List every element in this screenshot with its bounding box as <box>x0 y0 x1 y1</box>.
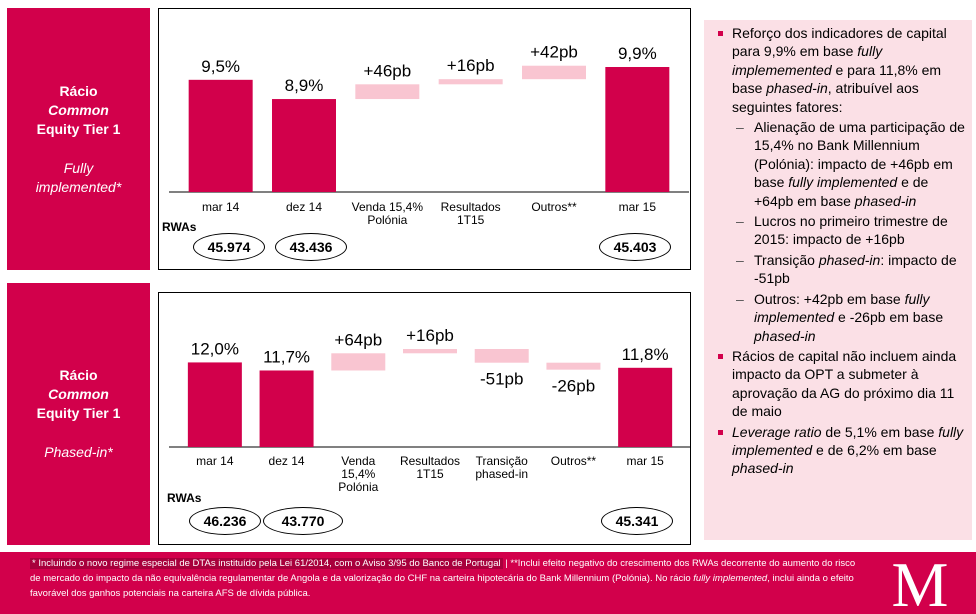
category-label-5: mar 15 <box>619 200 657 214</box>
bottom-sub-line1: Phased-in* <box>44 444 113 460</box>
top-label-line2: Common <box>48 101 109 118</box>
bar-4 <box>522 65 586 80</box>
bottom-chart-box: 12,0% mar 14 11,7% dez 14 +64pb Venda 15,4% Pol… <box>158 292 691 545</box>
bar-5 <box>546 362 601 370</box>
bar-1 <box>272 99 336 192</box>
bottom-label-line1: Rácio <box>59 367 98 383</box>
bullet-6: Leverage ratio de 5,1% em base fully imp… <box>710 423 968 478</box>
category-label-3-0: Resultados <box>441 200 501 214</box>
top-chart-box: 9,5% mar 14 8,9% dez 14 +46pb Venda 15,4% Poló… <box>158 8 691 270</box>
footnote-part1: * Incluindo o novo regime especial de DT… <box>30 558 503 569</box>
category-label-1: dez 14 <box>269 454 305 468</box>
category-label-0: mar 14 <box>202 200 240 214</box>
bar-6 <box>618 367 673 447</box>
data-label-0: 12,0% <box>191 339 239 358</box>
bullet-3: Transição phased-in: impacto de -51pb <box>710 251 968 288</box>
data-label-4: +42pb <box>530 43 578 62</box>
bullet-0: Reforço dos indicadores de capital para … <box>710 24 968 116</box>
bottom-side-label: Rácio Common Equity Tier 1 Phased-in* <box>7 283 150 545</box>
bar-0 <box>187 362 242 447</box>
data-label-1: 8,9% <box>285 76 324 95</box>
bullet-4: Outros: +42pb em base fully implemented … <box>710 290 968 345</box>
top-chart: 9,5% mar 14 8,9% dez 14 +46pb Venda 15,4%Poló… <box>169 43 689 227</box>
top-rwa-mar15: 45.403 <box>599 233 671 261</box>
category-label-4: Outros** <box>531 200 577 214</box>
bottom-rwa-dez14: 43.770 <box>263 507 343 535</box>
data-label-5: 9,9% <box>618 44 657 63</box>
top-sub-label: Fully implemented* <box>36 159 122 197</box>
top-label-line3: Equity Tier 1 <box>36 120 121 137</box>
top-rwa-mar14: 45.974 <box>193 233 265 261</box>
bar-5 <box>605 67 670 192</box>
bottom-sub-label: Phased-in* <box>44 443 113 462</box>
category-label-1: dez 14 <box>286 200 322 214</box>
data-label-1: 11,7% <box>263 347 310 366</box>
footnote-part2: | **Inclui efeito negativo do cresciment… <box>30 558 856 584</box>
logo-letter: M <box>892 556 949 612</box>
bar-0 <box>188 79 253 192</box>
category-label-3-0: Resultados <box>400 454 460 468</box>
top-label-line1: Rácio <box>59 82 98 99</box>
bullet-2: Lucros no primeiro trimestre de 2015: im… <box>710 212 968 249</box>
category-label-4-1: phased-in <box>475 467 528 481</box>
category-label-2-0: Venda 15,4% <box>352 200 424 214</box>
bottom-label-line2: Common <box>48 386 109 402</box>
footnote-part4: , inclui ainda o efeito favorável dos ga… <box>30 573 854 599</box>
top-side-label: Rácio Common Equity Tier 1 Fully impleme… <box>7 8 150 270</box>
bottom-rwa-title: RWAs <box>167 491 202 505</box>
category-label-2-1: 15,4% <box>341 467 375 481</box>
bullet-1: Alienação de uma participação de 15,4% n… <box>710 118 968 210</box>
commentary-panel: Reforço dos indicadores de capital para … <box>704 20 972 540</box>
top-sub-line1: Fully <box>63 159 94 176</box>
category-label-2-1: Polónia <box>367 213 407 227</box>
category-label-2-2: Polónia <box>338 480 378 494</box>
top-rwa-title: RWAs <box>162 220 197 234</box>
bar-2 <box>331 353 386 371</box>
millennium-m-icon: M <box>892 556 949 612</box>
footnote-bar: * Incluindo o novo regime especial de DT… <box>0 552 976 614</box>
bar-3 <box>403 349 457 354</box>
bar-4 <box>474 349 529 363</box>
commentary-bullets: Reforço dos indicadores de capital para … <box>710 24 968 480</box>
bottom-chart: 12,0% mar 14 11,7% dez 14 +64pb Venda15,4%Pol… <box>169 326 691 494</box>
footnote-part3: fully implemented <box>693 573 768 584</box>
top-sub-line2: implemented* <box>35 178 122 195</box>
bullet-5: Rácios de capital não incluem ainda impa… <box>710 347 968 421</box>
top-rwa-dez14: 43.436 <box>275 233 347 261</box>
data-label-2: +46pb <box>363 61 411 80</box>
category-label-6: mar 15 <box>626 454 664 468</box>
bottom-rwa-mar14: 46.236 <box>189 507 261 535</box>
category-label-4-0: Transição <box>476 454 529 468</box>
data-label-6: 11,8% <box>622 345 669 364</box>
bottom-label-line3: Equity Tier 1 <box>36 405 121 421</box>
data-label-2: +64pb <box>334 330 382 349</box>
data-label-5: -26pb <box>552 377 595 396</box>
bar-2 <box>355 84 420 100</box>
data-label-3: +16pb <box>406 326 454 345</box>
category-label-5: Outros** <box>551 454 597 468</box>
category-label-3-1: 1T15 <box>457 213 485 227</box>
data-label-0: 9,5% <box>201 57 240 76</box>
millennium-logo: M <box>872 555 968 613</box>
bar-3 <box>438 79 503 85</box>
category-label-0: mar 14 <box>196 454 234 468</box>
category-label-2-0: Venda <box>341 454 375 468</box>
data-label-3: +16pb <box>447 56 495 75</box>
category-label-3-1: 1T15 <box>416 467 444 481</box>
bar-1 <box>259 370 314 447</box>
data-label-4: -51pb <box>480 370 523 389</box>
bottom-rwa-mar15: 45.341 <box>601 507 673 535</box>
